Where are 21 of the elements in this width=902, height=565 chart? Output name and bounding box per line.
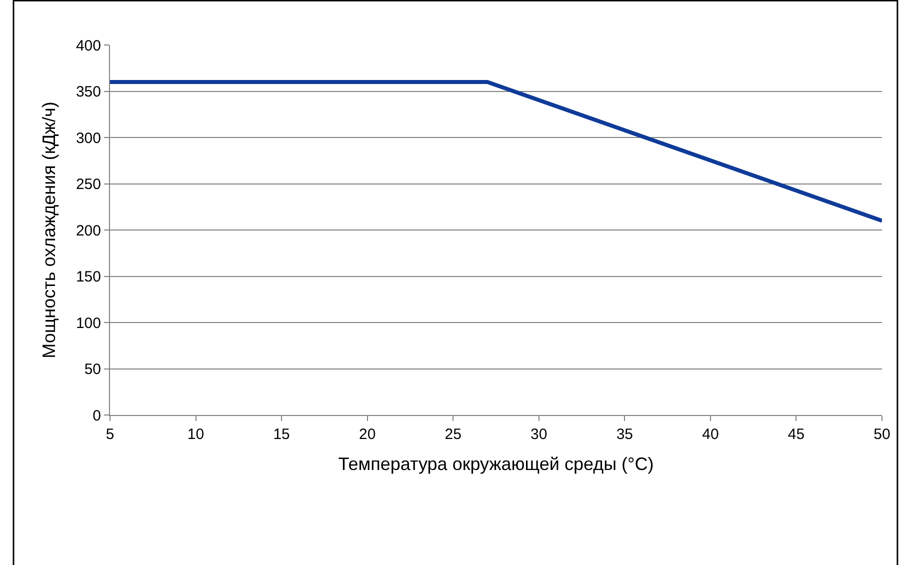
y-axis-title: Мощность охлаждения (кДж/ч) xyxy=(39,102,60,358)
x-tick-label: 45 xyxy=(788,426,805,443)
x-tick-label: 25 xyxy=(444,426,462,443)
x-tick-label: 35 xyxy=(616,426,634,443)
y-tick-label: 350 xyxy=(76,84,101,100)
y-tick-label: 200 xyxy=(76,222,101,240)
x-tick-label: 50 xyxy=(874,426,890,443)
y-tick-label: 50 xyxy=(84,361,101,378)
y-tick-label: 0 xyxy=(92,407,101,424)
y-tick-label: 300 xyxy=(76,130,101,147)
x-tick-label: 10 xyxy=(187,426,204,443)
y-tick-label: 150 xyxy=(76,268,101,286)
y-tick-label: 100 xyxy=(76,314,101,332)
x-tick-label: 15 xyxy=(273,426,290,443)
x-tick-label: 30 xyxy=(530,426,548,443)
y-tick-label: 250 xyxy=(76,176,101,193)
y-tick-label: 400 xyxy=(76,37,101,54)
x-axis-title: Температура окружающей среды (°C) xyxy=(338,454,654,474)
x-tick-label: 20 xyxy=(358,426,376,443)
x-tick-label: 40 xyxy=(702,426,719,443)
x-tick-label: 5 xyxy=(106,426,114,443)
